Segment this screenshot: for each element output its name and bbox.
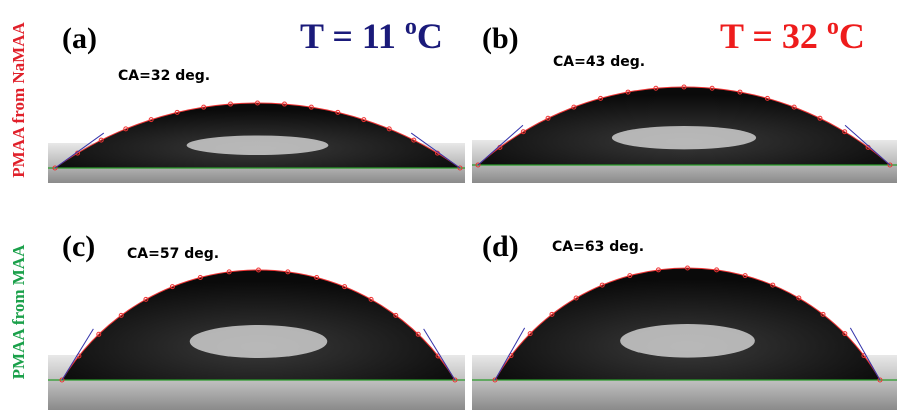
figure: PMAA from NaMAA PMAA from MAA (a) (b) (c… <box>0 0 900 410</box>
reflection <box>187 136 329 156</box>
panel-label: (c) <box>62 230 95 263</box>
contact-angle: CA=43 deg. <box>553 54 645 70</box>
row-label: PMAA from MAA <box>9 244 28 379</box>
temperature-text: T = 11 <box>300 16 405 56</box>
temperature-sup: o <box>827 14 839 40</box>
contact-angle: CA=32 deg. <box>118 68 210 84</box>
contact-angle: CA=57 deg. <box>127 246 219 262</box>
row-label: PMAA from NaMAA <box>9 22 28 178</box>
panel-label: (d) <box>482 230 519 263</box>
temperature-text: T = 32 <box>720 16 827 56</box>
panel-label: (b) <box>482 22 519 55</box>
panel-label: (a) <box>62 22 97 55</box>
reflection <box>612 126 756 149</box>
droplet <box>478 87 890 165</box>
temperature-unit: C <box>417 16 443 56</box>
temperature-sup: o <box>405 14 417 40</box>
contact-angle: CA=63 deg. <box>552 239 644 255</box>
reflection <box>190 325 328 358</box>
temperature: T = 32 oC <box>720 14 865 56</box>
temperature-unit: C <box>839 16 865 56</box>
temperature: T = 11 oC <box>300 14 443 56</box>
reflection <box>620 324 755 358</box>
